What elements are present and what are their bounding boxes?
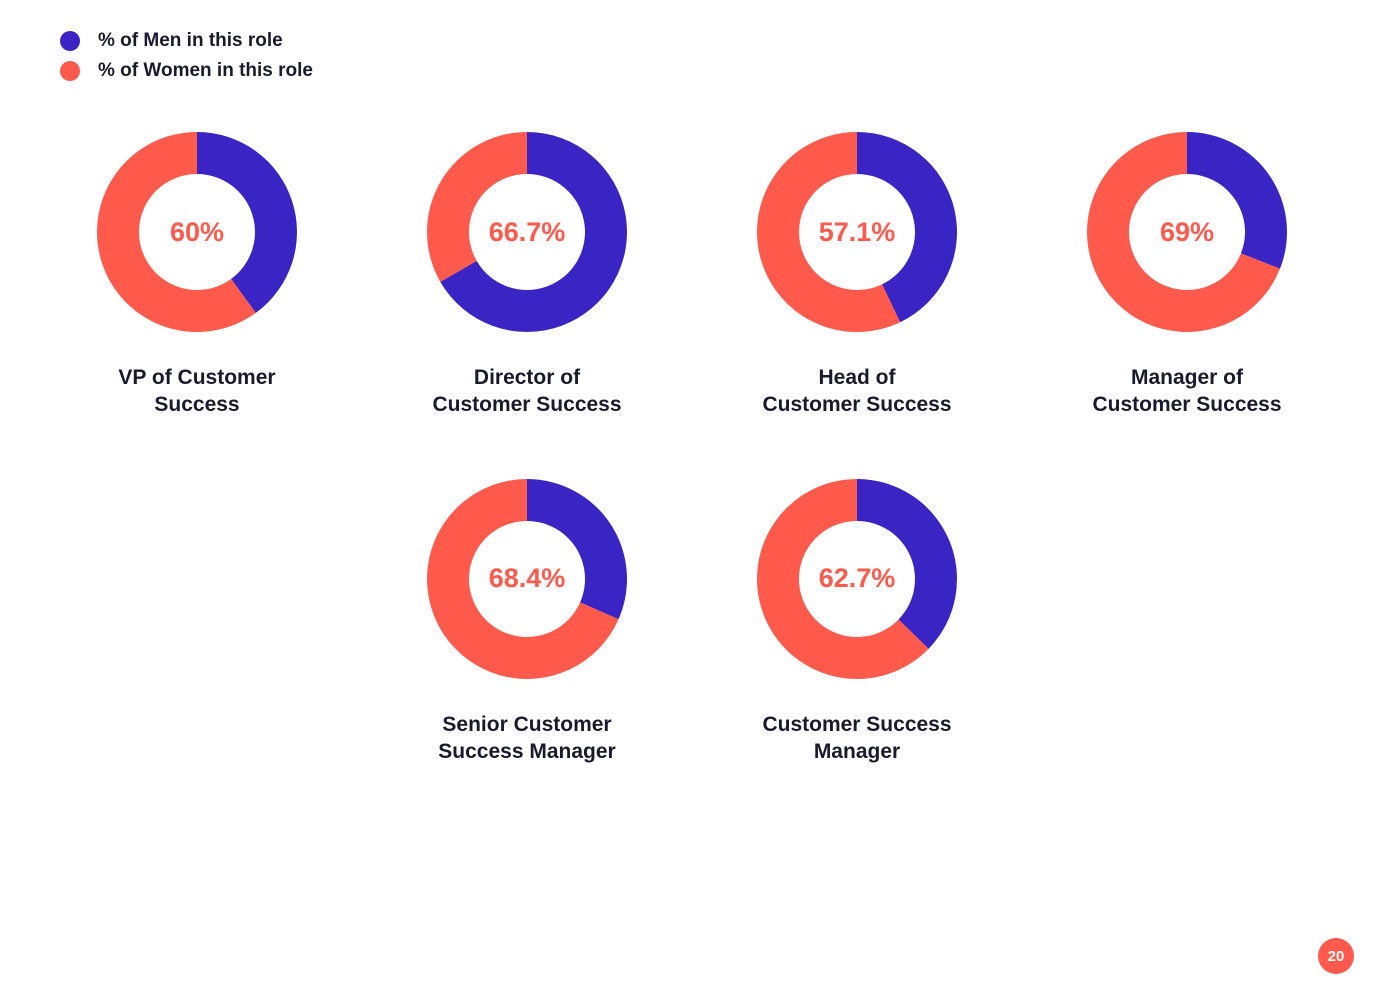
- chart-title: Senior Customer Success Manager: [438, 711, 615, 766]
- donut-center: 69%: [1077, 122, 1297, 342]
- chart-cell: 60% VP of Customer Success: [77, 122, 317, 419]
- chart-title: Manager of Customer Success: [1092, 364, 1281, 419]
- donut-center: 62.7%: [747, 469, 967, 689]
- donut-chart: 69%: [1077, 122, 1297, 342]
- donut-center-value: 66.7%: [489, 217, 566, 248]
- donut-chart: 68.4%: [417, 469, 637, 689]
- chart-cell: 62.7% Customer Success Manager: [737, 469, 977, 766]
- chart-cell: 69% Manager of Customer Success: [1067, 122, 1307, 419]
- donut-center: 66.7%: [417, 122, 637, 342]
- donut-chart: 66.7%: [417, 122, 637, 342]
- legend-label-women: % of Women in this role: [98, 60, 313, 82]
- donut-center: 60%: [87, 122, 307, 342]
- legend-item-women: % of Women in this role: [60, 60, 1334, 82]
- chart-title: VP of Customer Success: [118, 364, 275, 419]
- chart-title: Customer Success Manager: [762, 711, 951, 766]
- legend-label-men: % of Men in this role: [98, 30, 283, 52]
- donut-chart: 60%: [87, 122, 307, 342]
- donut-center-value: 68.4%: [489, 563, 566, 594]
- page-root: % of Men in this role % of Women in this…: [0, 0, 1384, 1004]
- donut-center-value: 57.1%: [819, 217, 896, 248]
- donut-chart: 62.7%: [747, 469, 967, 689]
- donut-center-value: 69%: [1160, 217, 1214, 248]
- charts-row: 60% VP of Customer Success 66.7% Director o…: [77, 122, 1307, 419]
- chart-cell: 57.1% Head of Customer Success: [737, 122, 977, 419]
- legend-dot-men: [60, 31, 80, 51]
- donut-center: 57.1%: [747, 122, 967, 342]
- chart-title: Head of Customer Success: [762, 364, 951, 419]
- page-number-text: 20: [1328, 948, 1345, 965]
- page-number-badge: 20: [1318, 938, 1354, 974]
- chart-title: Director of Customer Success: [432, 364, 621, 419]
- donut-center-value: 60%: [170, 217, 224, 248]
- donut-chart: 57.1%: [747, 122, 967, 342]
- legend-dot-women: [60, 61, 80, 81]
- charts-row: 68.4% Senior Customer Success Manager 62.7…: [407, 469, 977, 766]
- charts-grid: 60% VP of Customer Success 66.7% Director o…: [50, 122, 1334, 765]
- legend: % of Men in this role % of Women in this…: [60, 30, 1334, 82]
- legend-item-men: % of Men in this role: [60, 30, 1334, 52]
- chart-cell: 66.7% Director of Customer Success: [407, 122, 647, 419]
- chart-cell: 68.4% Senior Customer Success Manager: [407, 469, 647, 766]
- donut-center-value: 62.7%: [819, 563, 896, 594]
- donut-center: 68.4%: [417, 469, 637, 689]
